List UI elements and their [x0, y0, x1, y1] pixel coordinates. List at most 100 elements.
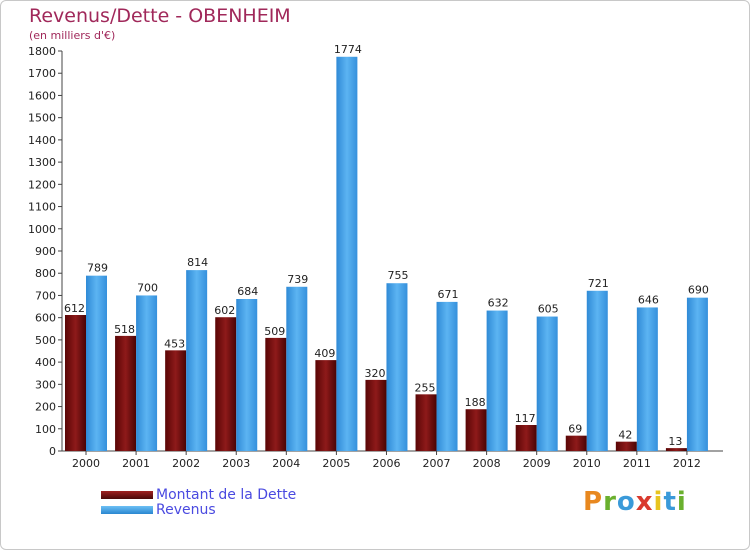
x-tick-label: 2002 — [172, 457, 200, 470]
logo-letter: i — [653, 487, 664, 517]
debt-value-label: 255 — [415, 381, 436, 394]
y-tick-label: 100 — [35, 423, 56, 436]
logo-letter: P — [583, 487, 604, 517]
x-tick-label: 2001 — [122, 457, 150, 470]
proxiti-logo: Proxiti — [583, 487, 687, 517]
revenue-value-label: 684 — [237, 285, 258, 298]
y-tick-label: 700 — [35, 289, 56, 302]
x-tick-label: 2010 — [573, 457, 601, 470]
x-tick-label: 2009 — [523, 457, 551, 470]
revenue-value-label: 671 — [438, 288, 459, 301]
x-tick-label: 2005 — [322, 457, 350, 470]
debt-bar — [115, 335, 137, 451]
debt-value-label: 69 — [568, 423, 582, 436]
debt-value-label: 509 — [264, 325, 285, 338]
revenue-bar — [186, 270, 208, 451]
debt-value-label: 518 — [114, 323, 135, 336]
debt-value-label: 453 — [164, 337, 185, 350]
x-tick-label: 2011 — [623, 457, 651, 470]
revenue-bar — [236, 299, 258, 451]
debt-value-label: 320 — [364, 367, 385, 380]
debt-bar — [215, 317, 237, 451]
y-tick-label: 1600 — [28, 89, 56, 102]
revenue-value-label: 1774 — [334, 43, 362, 56]
debt-value-label: 42 — [618, 429, 632, 442]
revenue-value-label: 646 — [638, 293, 659, 306]
logo-letter: x — [635, 487, 654, 517]
y-tick-label: 1200 — [28, 178, 56, 191]
debt-value-label: 612 — [64, 302, 85, 315]
y-tick-label: 0 — [49, 445, 56, 458]
revenue-bar — [336, 56, 358, 452]
y-tick-label: 900 — [35, 245, 56, 258]
revenue-value-label: 739 — [287, 273, 308, 286]
y-tick-label: 1700 — [28, 67, 56, 80]
x-tick-label: 2008 — [473, 457, 501, 470]
revenue-value-label: 700 — [137, 281, 158, 294]
debt-bar — [565, 435, 587, 451]
revenue-bar — [86, 275, 107, 451]
debt-bar — [65, 315, 86, 451]
revenue-bar — [586, 290, 608, 451]
debt-value-label: 13 — [668, 435, 682, 448]
chart-subtitle: (en milliers d'€) — [29, 29, 116, 42]
y-tick-label: 1800 — [28, 45, 56, 58]
revenue-bar — [686, 297, 708, 451]
x-tick-label: 2012 — [673, 457, 701, 470]
x-tick-label: 2000 — [72, 457, 100, 470]
y-tick-label: 300 — [35, 378, 56, 391]
legend-label-revenus: Revenus — [156, 502, 216, 518]
y-tick-label: 1400 — [28, 134, 56, 147]
revenue-bar — [386, 283, 408, 451]
debt-bar — [315, 360, 337, 451]
x-tick-label: 2004 — [272, 457, 300, 470]
logo-letter: i — [676, 487, 687, 517]
revenue-bar — [536, 316, 558, 451]
x-tick-label: 2006 — [372, 457, 400, 470]
y-tick-label: 800 — [35, 267, 56, 280]
y-tick-label: 500 — [35, 334, 56, 347]
revenue-bar — [286, 286, 308, 451]
legend-swatch-dette — [101, 491, 153, 499]
x-tick-label: 2003 — [222, 457, 250, 470]
debt-bar — [665, 448, 687, 451]
y-tick-label: 1500 — [28, 112, 56, 125]
debt-bar — [365, 379, 387, 451]
debt-bar — [165, 350, 187, 451]
logo-letter: r — [603, 487, 617, 517]
logo-letter: t — [663, 487, 677, 517]
debt-bar — [465, 409, 487, 451]
debt-bar — [615, 441, 637, 451]
y-tick-label: 1000 — [28, 223, 56, 236]
debt-bar — [265, 337, 287, 451]
legend-item-dette: Montant de la Dette — [101, 487, 296, 503]
debt-bar — [415, 394, 437, 451]
y-tick-label: 1100 — [28, 201, 56, 214]
revenue-value-label: 632 — [488, 297, 509, 310]
revenue-bar — [636, 307, 658, 451]
legend-label-dette: Montant de la Dette — [156, 487, 297, 503]
logo-letter: o — [616, 487, 636, 517]
debt-value-label: 117 — [515, 412, 536, 425]
chart-title: Revenus/Dette - OBENHEIM — [29, 5, 291, 27]
y-tick-label: 1300 — [28, 156, 56, 169]
legend-swatch-revenus — [101, 506, 153, 514]
y-tick-label: 600 — [35, 312, 56, 325]
x-tick-label: 2007 — [423, 457, 451, 470]
debt-value-label: 602 — [214, 304, 235, 317]
revenue-value-label: 690 — [688, 284, 709, 297]
y-tick-label: 200 — [35, 401, 56, 414]
debt-bar — [515, 425, 537, 451]
y-tick-label: 400 — [35, 356, 56, 369]
revenue-bar — [436, 301, 458, 451]
revenue-value-label: 789 — [87, 262, 108, 275]
debt-value-label: 188 — [465, 396, 486, 409]
legend-item-revenus: Revenus — [101, 502, 216, 518]
revenue-value-label: 605 — [538, 303, 559, 316]
revenue-value-label: 814 — [187, 256, 208, 269]
revenue-bar — [486, 310, 508, 451]
revenue-value-label: 721 — [588, 277, 609, 290]
revenue-bar — [136, 295, 158, 451]
